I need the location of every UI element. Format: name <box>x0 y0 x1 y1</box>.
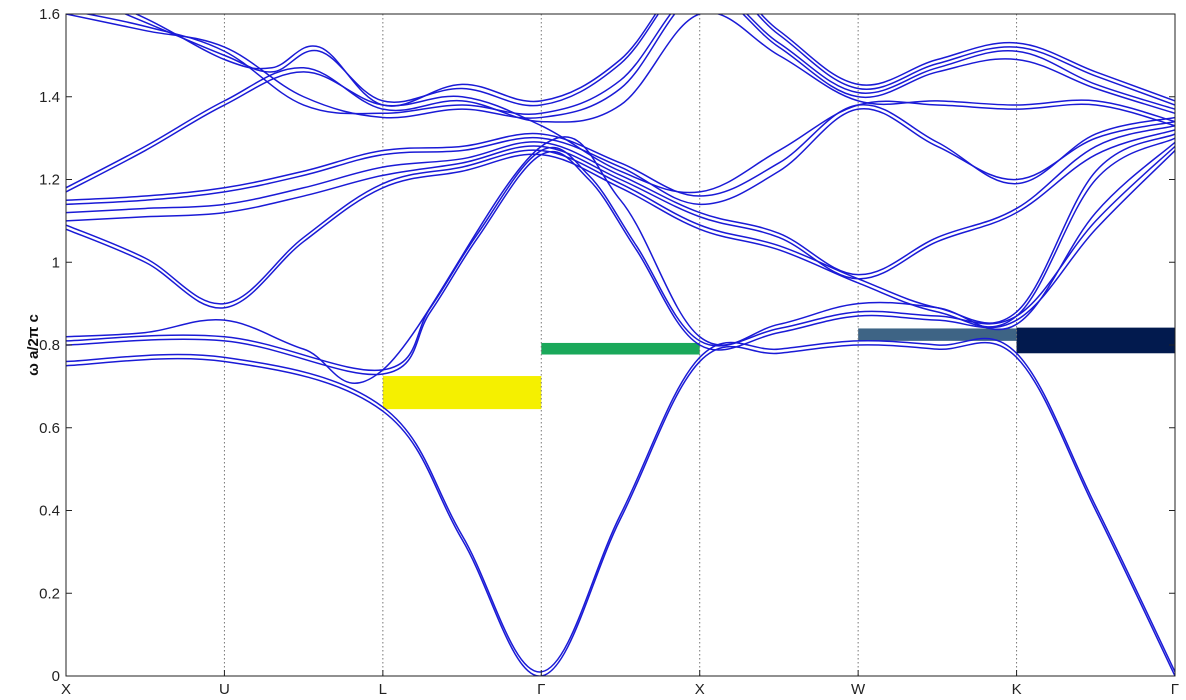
x-tick-label-1: U <box>219 681 230 698</box>
x-tick-label-5: W <box>851 681 866 698</box>
band-gap-4 <box>1016 327 1175 354</box>
band-line-8 <box>66 129 1175 280</box>
y-tick-label-7: 1.4 <box>39 89 60 106</box>
axis-ticks: 0 0.2 0.4 0.6 0.8 1 1.2 1.4 1.6 X U L Γ X W K Γ <box>39 6 1179 698</box>
y-tick-label-0: 0 <box>52 668 60 685</box>
y-tick-label-1: 0.2 <box>39 585 60 602</box>
band-line-11 <box>66 104 1175 201</box>
x-tick-label-3: Γ <box>537 681 545 698</box>
y-tick-label-8: 1.6 <box>39 6 60 23</box>
band-gap-1 <box>382 376 542 410</box>
y-tick-label-6: 1.2 <box>39 172 60 189</box>
band-gaps <box>382 327 1175 410</box>
band-line-13 <box>66 14 1175 189</box>
x-tick-label-4: X <box>695 681 705 698</box>
band-line-12 <box>66 71 1175 194</box>
y-tick-label-4: 0.8 <box>39 337 60 354</box>
band-line-17 <box>134 14 1175 107</box>
x-tick-label-2: L <box>379 681 387 698</box>
band-gap-3 <box>858 328 1017 341</box>
x-tick-label-0: X <box>61 681 71 698</box>
band-line-7 <box>66 133 1175 324</box>
band-gap-2 <box>541 342 700 355</box>
band-line-15 <box>83 14 1175 115</box>
x-tick-label-6: K <box>1012 681 1022 698</box>
band-line-5 <box>66 136 1175 384</box>
y-tick-label-3: 0.6 <box>39 420 60 437</box>
band-line-3 <box>66 150 1175 376</box>
band-line-1 <box>66 341 1175 676</box>
y-tick-label-2: 0.4 <box>39 503 60 520</box>
y-axis-label: ω a/2π c <box>25 314 42 376</box>
band-line-9 <box>66 124 1175 276</box>
band-line-2 <box>66 337 1175 673</box>
band-line-16 <box>123 14 1175 107</box>
y-tick-label-5: 1 <box>52 254 60 271</box>
bands <box>66 14 1175 676</box>
band-line-6 <box>66 137 1175 328</box>
x-tick-label-7: Γ <box>1171 681 1179 698</box>
band-line-10 <box>66 108 1175 206</box>
